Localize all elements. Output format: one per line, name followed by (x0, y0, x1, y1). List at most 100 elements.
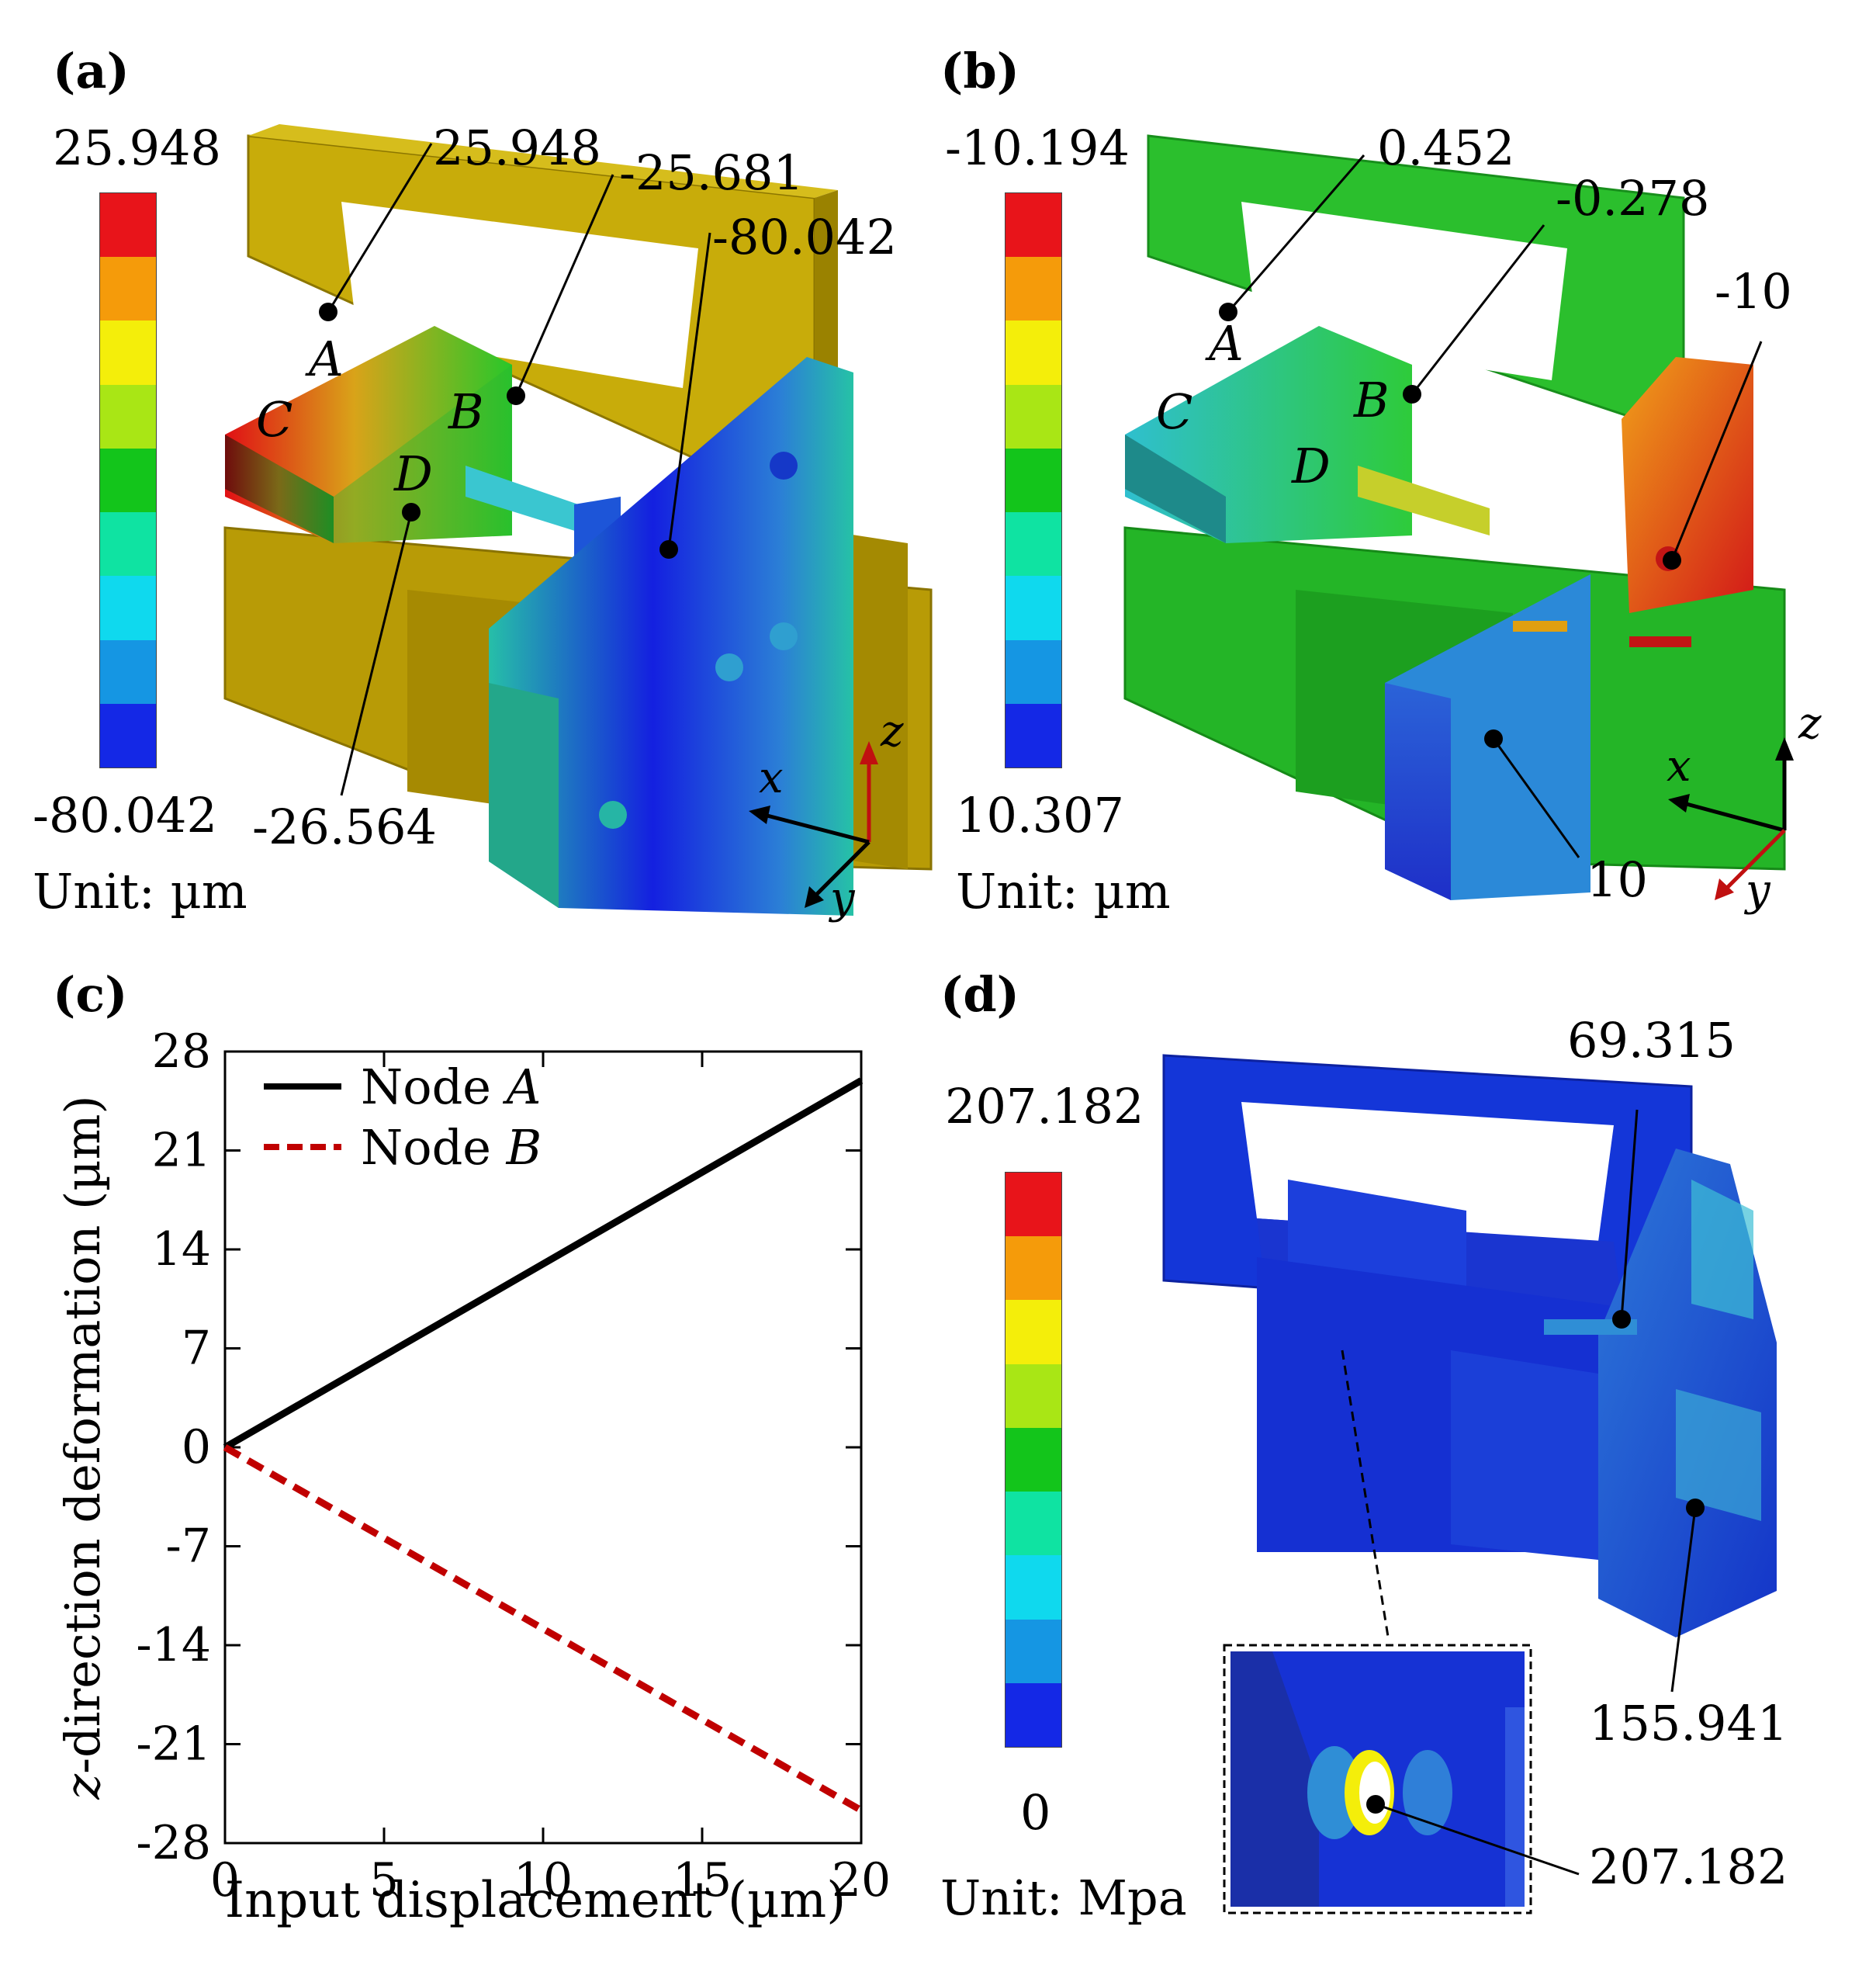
colorbar-segment (1005, 1236, 1061, 1301)
panel-b-axis-z: z (1798, 698, 1822, 749)
colorbar-segment (100, 384, 156, 449)
panel-d-letter: (d) (940, 966, 1020, 1023)
panel-a-model (223, 124, 933, 916)
series-line-node-a (223, 1077, 864, 1450)
panel-b-colorbar (1005, 192, 1062, 768)
colorbar-segment (100, 193, 156, 258)
y-tick-label: -28 (136, 1816, 211, 1870)
colorbar-segment (1005, 703, 1061, 768)
panel-c-chart: 0 5 10 15 20 28 21 14 7 0 -7 -14 -21 -28 Input displac… (54, 1024, 891, 1929)
colorbar-segment (1005, 1555, 1061, 1620)
y-tick-label: 28 (152, 1024, 211, 1079)
panel-d-callout-right: 155.941 (1589, 1695, 1788, 1752)
colorbar-segment (100, 703, 156, 768)
panel-b-callout-node-a: 0.452 (1377, 120, 1515, 176)
y-tick-label: -7 (166, 1519, 211, 1574)
x-tick-label: 0 (210, 1853, 240, 1908)
panel-b-axes-triad (1668, 737, 1794, 900)
colorbar-segment (100, 448, 156, 513)
colorbar-segment (1005, 1173, 1061, 1237)
panel-d-colorbar-min: 0 (1020, 1784, 1051, 1841)
panel-a-callout-lines (319, 143, 711, 796)
y-tick-label: -14 (136, 1618, 211, 1672)
panel-a-callout-node-d: -26.564 (252, 799, 437, 855)
x-axis-label: Input displacement (µm) (225, 1872, 846, 1929)
y-tick-label: 21 (152, 1124, 211, 1178)
panel-b-callout-min: 10 (1587, 851, 1648, 908)
colorbar-segment (100, 639, 156, 704)
panel-d-callout-top: 69.315 (1567, 1012, 1736, 1069)
panel-b-callout-node-b: -0.278 (1556, 170, 1710, 227)
panel-a-node-c: C (256, 391, 293, 448)
panel-b-colorbar-min: 10.307 (956, 787, 1124, 844)
panel-d-callout-max: 207.182 (1589, 1838, 1788, 1895)
colorbar-segment (1005, 384, 1061, 449)
panel-a-colorbar-min: -80.042 (33, 787, 217, 844)
panel-d-inset (1223, 1644, 1532, 1914)
legend-label-node-b: Node B (361, 1119, 542, 1176)
panel-d-model (1162, 1054, 1777, 1637)
panel-d-colorbar-max: 207.182 (945, 1078, 1144, 1135)
panel-c-letter: (c) (53, 966, 128, 1023)
y-axis-label: z-direction deformation (µm) (54, 1095, 111, 1800)
colorbar-segment (1005, 448, 1061, 513)
colorbar-segment (100, 512, 156, 577)
panel-b-letter: (b) (940, 43, 1020, 99)
panel-a-axis-z: z (881, 706, 904, 757)
panel-a-callout-node-a: 25.948 (433, 120, 601, 176)
y-tick-label: 0 (182, 1420, 211, 1474)
panel-a-node-b: B (448, 383, 484, 440)
colorbar-segment (100, 321, 156, 385)
panel-b-unit: Unit: µm (956, 863, 1171, 920)
colorbar-segment (100, 257, 156, 321)
panel-b-node-d: D (1292, 438, 1331, 494)
panel-b-callout-lines (1219, 154, 1763, 858)
panel-b-axis-y: y (1746, 865, 1770, 916)
panel-a-colorbar (99, 192, 157, 768)
x-tick-label: 10 (514, 1853, 573, 1908)
legend-label-node-a: Node A (361, 1059, 541, 1115)
x-tick-label: 15 (673, 1853, 732, 1908)
panel-a-axes-triad (749, 741, 878, 908)
colorbar-segment (1005, 1427, 1061, 1492)
panel-a-unit: Unit: µm (33, 863, 247, 920)
panel-b-callout-max: -10 (1715, 263, 1792, 320)
colorbar-segment (1005, 1492, 1061, 1556)
panel-a-node-a: A (309, 331, 344, 387)
panel-a-node-d: D (394, 445, 433, 502)
series-line-node-b (223, 1444, 864, 1814)
colorbar-segment (1005, 1300, 1061, 1364)
panel-b-axis-x: x (1667, 741, 1691, 792)
panel-a-axis-x: x (759, 753, 784, 803)
y-tick-label: 14 (152, 1222, 211, 1277)
x-tick-label: 5 (369, 1853, 399, 1908)
y-tick-label: -21 (136, 1717, 211, 1772)
panel-b-node-c: C (1156, 383, 1193, 440)
colorbar-segment (1005, 1682, 1061, 1747)
panel-b-model (1123, 134, 1786, 900)
colorbar-segment (1005, 193, 1061, 258)
panel-b-node-a: A (1209, 315, 1244, 372)
plot-frame (223, 1050, 863, 1845)
colorbar-segment (1005, 321, 1061, 385)
colorbar-segment (100, 576, 156, 640)
panel-a-callout-node-b: -25.681 (619, 144, 804, 201)
colorbar-segment (1005, 257, 1061, 321)
colorbar-segment (1005, 512, 1061, 577)
panel-b-colorbar-max: -10.194 (945, 120, 1130, 176)
x-tick-label: 20 (832, 1853, 891, 1908)
panel-d-unit: Unit: Mpa (940, 1869, 1187, 1926)
panel-d-colorbar (1005, 1172, 1062, 1748)
panel-a-letter: (a) (53, 43, 130, 99)
panel-a-colorbar-max: 25.948 (53, 120, 221, 176)
colorbar-segment (1005, 639, 1061, 704)
colorbar-segment (1005, 1619, 1061, 1683)
panel-d-callout-lines (1341, 1109, 1705, 1876)
panel-b-node-b: B (1354, 372, 1390, 428)
colorbar-segment (1005, 576, 1061, 640)
colorbar-segment (1005, 1363, 1061, 1428)
y-tick-label: 7 (182, 1322, 211, 1376)
panel-a-callout-min: -80.042 (712, 209, 897, 265)
panel-a-axis-y: y (830, 873, 855, 923)
